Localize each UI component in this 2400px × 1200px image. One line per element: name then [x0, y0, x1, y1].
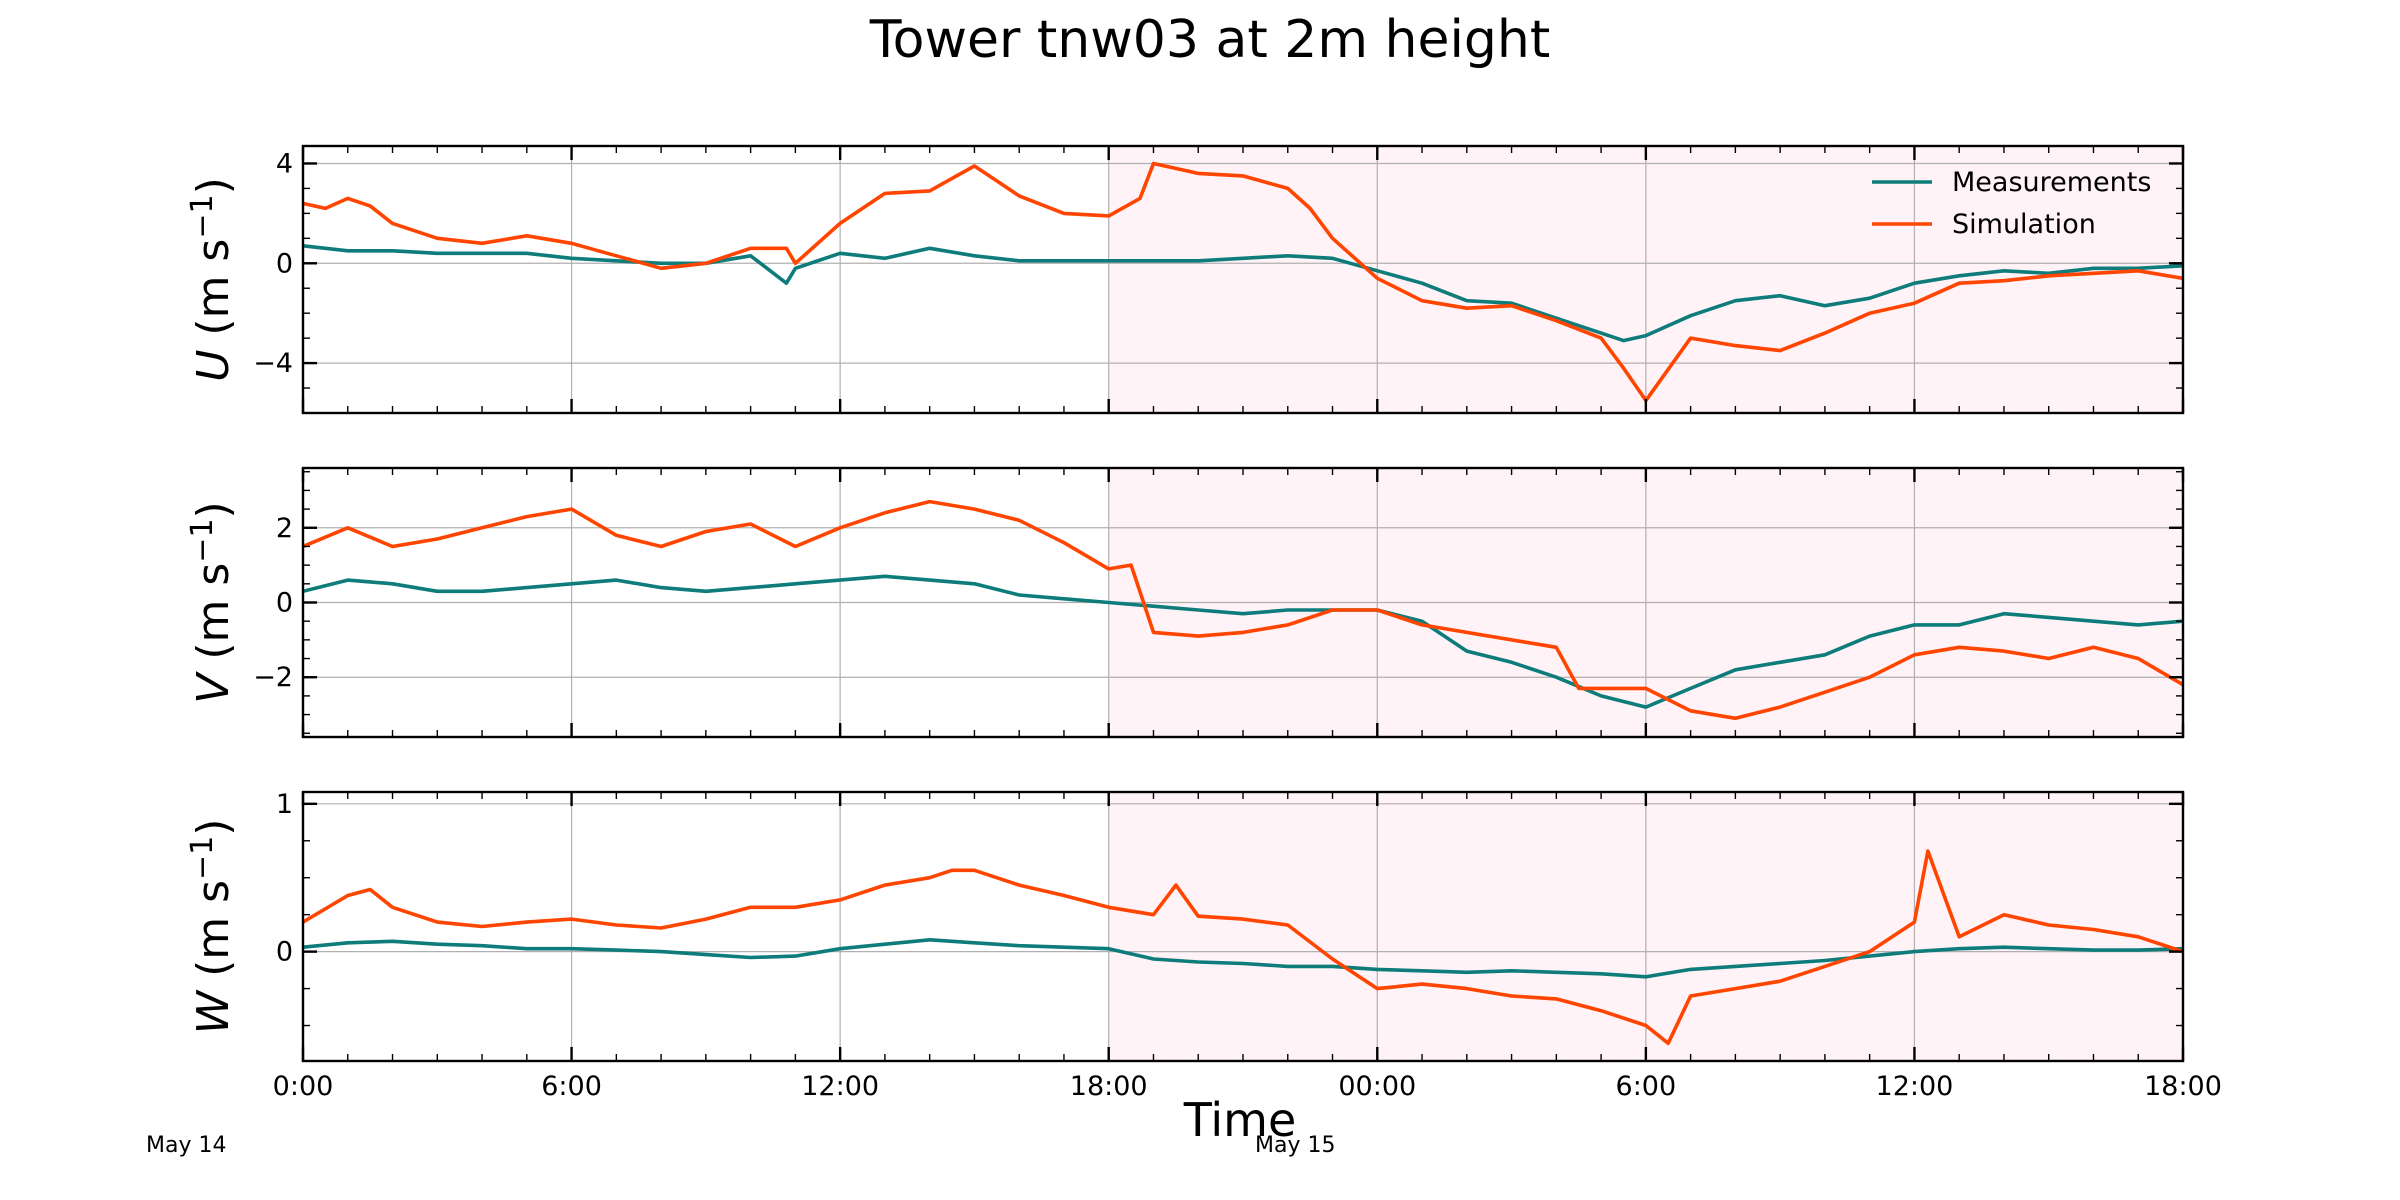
y-axis-unit-exponent: −1	[185, 194, 220, 238]
legend-label-simulation: Simulation	[1952, 209, 2096, 240]
series-line-simulation	[303, 161, 2183, 403]
y-axis-unit-close: )	[188, 501, 239, 518]
y-axis-unit-exponent: −1	[185, 518, 220, 562]
series-line-simulation	[303, 499, 2183, 721]
y-axis-variable: U	[188, 350, 239, 382]
x-tick-label: 6:00	[541, 1071, 602, 1102]
y-tick-label: 0	[276, 248, 293, 279]
y-axis-label: U (m s−1)	[185, 177, 239, 382]
x-tick-label: 18:00	[1070, 1071, 1148, 1102]
panel-w: 0 1 W (m s−1) 0:00 6:00 12:00 18:00 00:00 6:00 12…	[185, 789, 2222, 1102]
y-axis-unit-close: )	[188, 177, 239, 194]
y-axis-variable: V	[188, 671, 239, 704]
x-tick-label: 0:00	[273, 1071, 334, 1102]
y-tick-label: −4	[253, 348, 293, 379]
y-axis-unit: (m s	[188, 239, 239, 350]
panel-u: −4 0 4 U (m s−1) Measurements Simulation	[185, 144, 2185, 415]
y-axis-label: W (m s−1)	[185, 819, 239, 1035]
date-label: May 15	[1255, 1133, 1335, 1158]
series-line-measurements	[303, 574, 2183, 709]
x-tick-label: 12:00	[801, 1071, 879, 1102]
x-tick-label: 00:00	[1338, 1071, 1416, 1102]
date-label: May 14	[146, 1133, 226, 1158]
x-tick-label: 6:00	[1616, 1071, 1677, 1102]
y-axis-unit: (m s	[188, 880, 239, 991]
y-axis-label: V (m s−1)	[185, 501, 239, 703]
y-axis-unit-close: )	[188, 819, 239, 836]
y-axis-variable: W	[188, 989, 239, 1034]
series-line-measurements	[303, 937, 2183, 979]
y-tick-label: 0	[276, 937, 293, 968]
legend: Measurements Simulation	[1872, 167, 2151, 240]
chart-title: Tower tnw03 at 2m height	[869, 10, 1551, 70]
y-tick-label: 2	[276, 513, 293, 544]
x-tick-label: 18:00	[2144, 1071, 2222, 1102]
x-axis-label: Time	[1183, 1093, 1297, 1147]
y-axis-unit-exponent: −1	[185, 836, 220, 880]
y-tick-label: 1	[276, 789, 293, 820]
x-tick-label: 12:00	[1876, 1071, 1954, 1102]
y-tick-label: −2	[253, 662, 293, 693]
legend-label-measurements: Measurements	[1952, 167, 2151, 198]
y-tick-label: 0	[276, 588, 293, 619]
panel-v: −2 0 2 V (m s−1)	[185, 466, 2185, 739]
y-axis-unit: (m s	[188, 563, 239, 674]
series-line-simulation	[303, 849, 2183, 1046]
y-tick-label: 4	[276, 148, 293, 179]
